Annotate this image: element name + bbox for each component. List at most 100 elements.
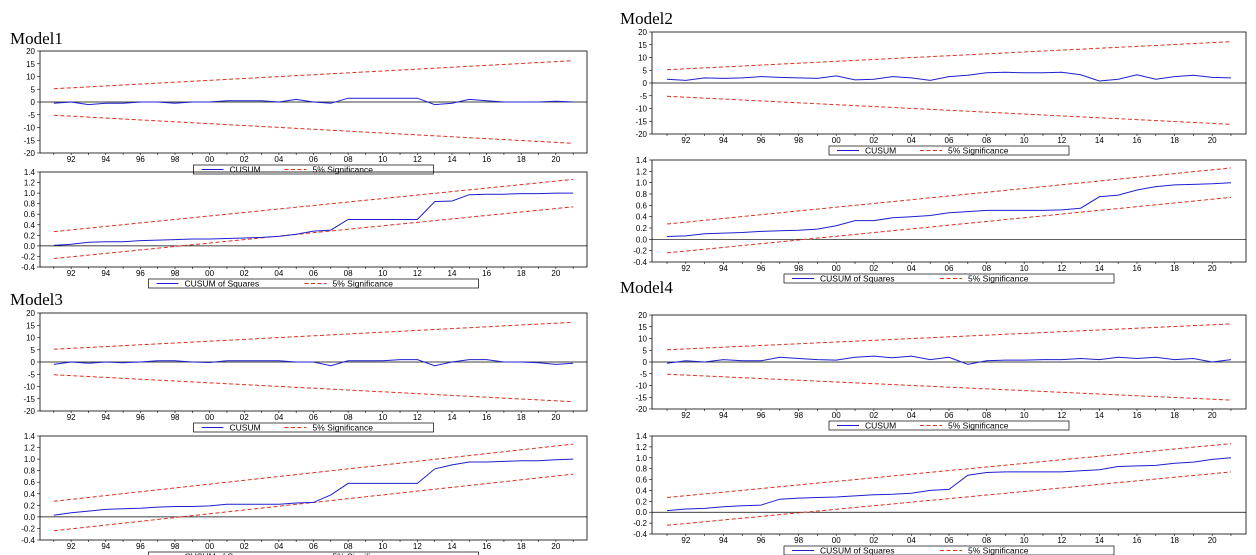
x-tick-label: 14 [1095, 411, 1104, 420]
x-tick-label: 14 [1095, 264, 1104, 273]
y-tick-label: 0 [643, 79, 648, 88]
x-tick-label: 92 [681, 536, 690, 545]
legend-label-series: CUSUM of Squares [820, 274, 895, 284]
x-tick-label: 98 [794, 264, 803, 273]
x-tick-label: 14 [448, 542, 457, 551]
y-tick-label: 0.8 [636, 465, 648, 474]
x-tick-label: 20 [551, 542, 560, 551]
legend-label-series: CUSUM [865, 421, 896, 431]
y-tick-label: 0.4 [24, 221, 36, 230]
y-tick-label: -0.4 [633, 258, 647, 267]
x-tick-label: 96 [757, 536, 766, 545]
y-tick-label: 0.2 [24, 231, 36, 240]
x-tick-label: 00 [205, 155, 214, 164]
y-tick-label: 10 [26, 334, 35, 343]
legend-label-series: CUSUM [230, 423, 261, 433]
chart-panel-7: 20 15 10 5 0 -5 -10 -15 -20 92 94 96 98 00 02 04 06 08 10 1… [635, 311, 1247, 431]
x-tick-label: 12 [413, 155, 422, 164]
y-tick-label: 5 [31, 346, 36, 355]
y-tick-label: 1.0 [24, 189, 36, 198]
x-tick-label: 98 [171, 269, 180, 278]
x-tick-label: 06 [309, 413, 318, 422]
x-tick-label: 08 [982, 264, 991, 273]
significance-lower-bound [667, 95, 1231, 125]
legend-label-significance: 5% Significance [333, 552, 394, 555]
legend-label-significance: 5% Significance [968, 274, 1029, 284]
x-tick-label: 00 [205, 269, 214, 278]
plot-frame [651, 159, 1247, 263]
x-tick-label: 04 [274, 542, 283, 551]
x-tick-label: 04 [907, 536, 916, 545]
x-tick-label: 14 [448, 155, 457, 164]
x-tick-label: 06 [945, 136, 954, 145]
x-tick-label: 06 [309, 542, 318, 551]
y-tick-label: -15 [23, 395, 35, 404]
series-line [666, 182, 1232, 237]
y-tick-label: -10 [635, 105, 647, 114]
x-tick-label: 94 [101, 155, 110, 164]
y-tick-label: -5 [640, 92, 648, 101]
x-tick-label: 14 [1095, 536, 1104, 545]
x-tick-label: 04 [274, 269, 283, 278]
x-tick-label: 08 [982, 536, 991, 545]
y-tick-label: 0.6 [24, 478, 36, 487]
x-tick-label: 02 [869, 411, 878, 420]
x-tick-label: 12 [413, 542, 422, 551]
x-tick-label: 96 [757, 264, 766, 273]
x-tick-label: 18 [517, 413, 526, 422]
x-tick-label: 18 [517, 542, 526, 551]
x-tick-label: 16 [1133, 411, 1142, 420]
y-tick-label: 10 [638, 54, 647, 63]
plot-frame [39, 435, 588, 541]
x-tick-label: 20 [551, 269, 560, 278]
significance-upper-bound [666, 167, 1232, 225]
x-tick-label: 96 [136, 269, 145, 278]
y-tick-label: 0.4 [24, 490, 36, 499]
y-tick-label: -10 [23, 383, 35, 392]
y-tick-label: -10 [635, 382, 647, 391]
y-tick-label: 0.0 [24, 513, 36, 522]
x-tick-label: 20 [1208, 264, 1217, 273]
x-tick-label: 12 [1057, 411, 1066, 420]
chart-panel-2: 1.4 1.21.0 0.80.6 0.40.2 0.0-0.2 -0.4 92 94 96 98… [21, 168, 588, 289]
y-tick-label: 1.2 [636, 443, 648, 452]
x-tick-label: 20 [1208, 411, 1217, 420]
y-tick-label: -0.4 [633, 530, 647, 539]
x-tick-label: 98 [794, 136, 803, 145]
x-tick-label: 00 [832, 264, 841, 273]
x-tick-label: 00 [832, 411, 841, 420]
model3-title: Model3 [10, 290, 63, 309]
x-tick-label: 12 [1057, 136, 1066, 145]
x-tick-label: 92 [681, 264, 690, 273]
x-tick-label: 06 [945, 411, 954, 420]
y-tick-label: 5 [31, 85, 36, 94]
y-tick-label: 0.6 [636, 201, 648, 210]
x-tick-label: 14 [448, 413, 457, 422]
y-tick-label: 0.8 [636, 190, 648, 199]
legend-label-series: CUSUM of Squares [185, 279, 260, 289]
y-tick-label: -0.4 [21, 536, 35, 545]
y-tick-label: 0.8 [24, 200, 36, 209]
x-tick-label: 18 [517, 269, 526, 278]
x-tick-label: 06 [309, 155, 318, 164]
x-tick-label: 10 [378, 269, 387, 278]
x-tick-label: 02 [240, 155, 249, 164]
y-tick-label: 20 [638, 28, 647, 37]
chart-panel-5: 20 15 10 5 0 -5 -10 -15 -20 92 94 96 98 00 02 04 06 08 10 1… [23, 309, 588, 433]
y-tick-label: -5 [640, 370, 648, 379]
series-line [666, 71, 1232, 82]
significance-upper-bound [53, 178, 574, 233]
model4-title: Model4 [620, 278, 673, 297]
significance-lower-bound [666, 471, 1232, 526]
x-tick-label: 10 [378, 155, 387, 164]
significance-upper-bound [667, 323, 1231, 351]
x-tick-label: 20 [551, 155, 560, 164]
y-tick-label: 1.2 [24, 444, 36, 453]
y-tick-label: 1.2 [24, 179, 36, 188]
plot-frame [39, 171, 588, 268]
x-tick-label: 98 [794, 536, 803, 545]
x-tick-label: 06 [945, 536, 954, 545]
significance-lower-bound [666, 196, 1232, 254]
x-tick-label: 92 [67, 413, 76, 422]
x-tick-label: 12 [1057, 536, 1066, 545]
